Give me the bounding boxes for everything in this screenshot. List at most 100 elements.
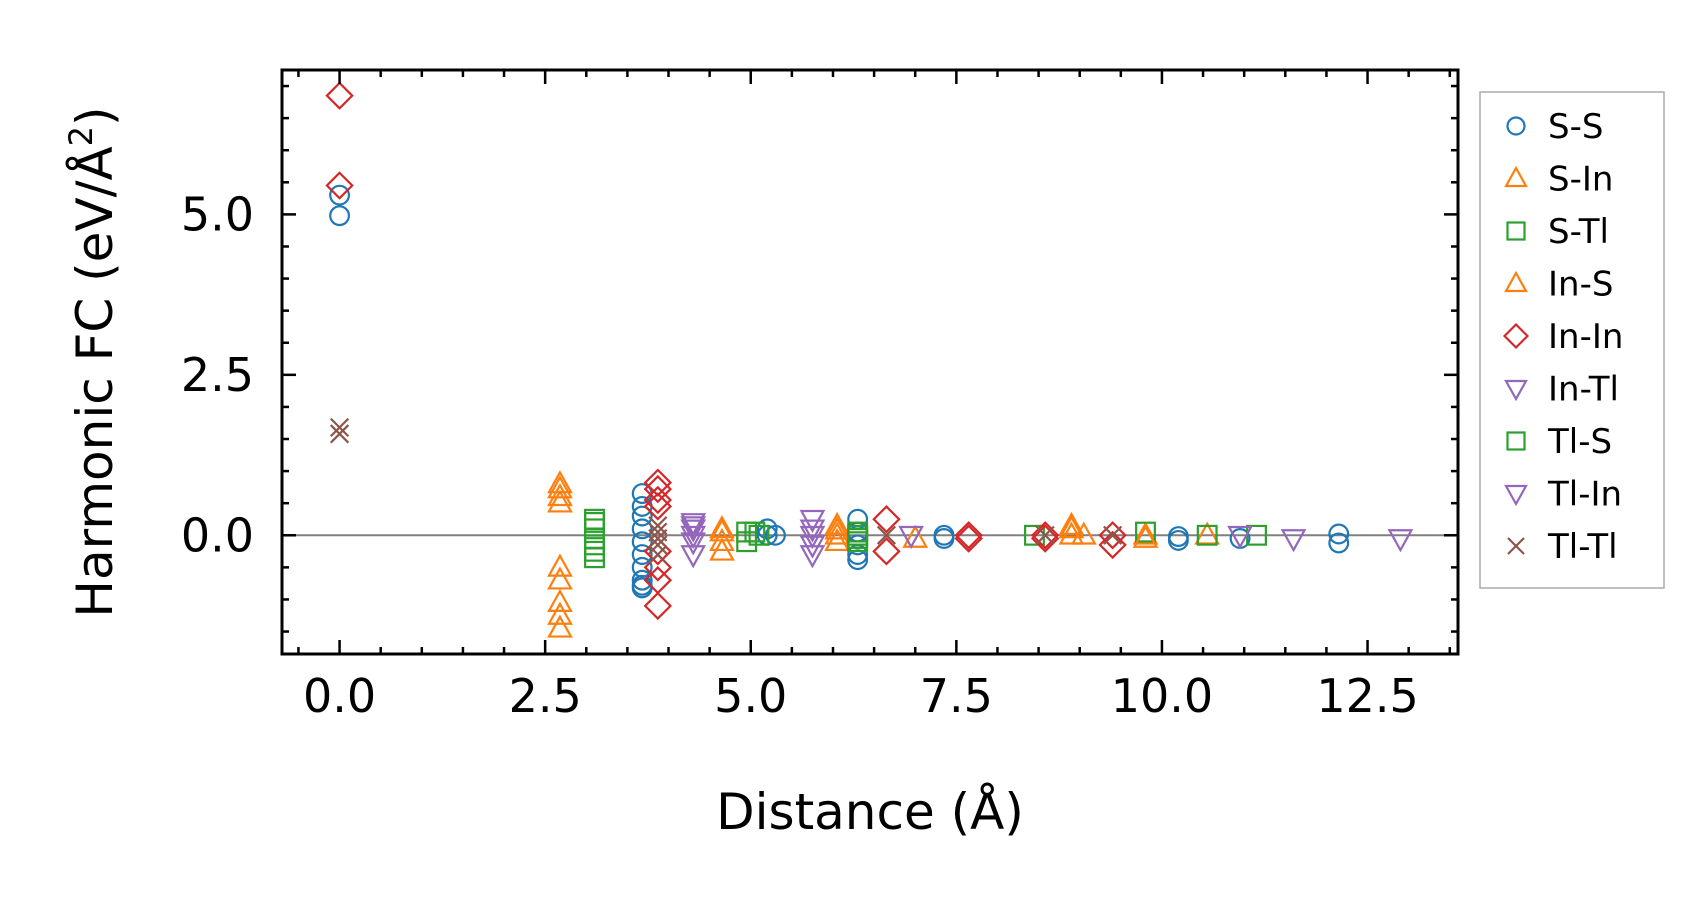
data-point-In-S bbox=[1058, 515, 1085, 539]
data-point-In-In bbox=[872, 537, 901, 566]
legend-item: Tl-In bbox=[1504, 475, 1622, 515]
data-point-S-In bbox=[547, 566, 573, 590]
data-point-In-S bbox=[547, 475, 573, 499]
data-point-In-Tl bbox=[680, 525, 707, 550]
series-Tl-In bbox=[680, 516, 1253, 550]
y-axis-title-superscript: 2 bbox=[62, 126, 100, 146]
data-point-S-S bbox=[933, 528, 955, 549]
data-point-In-In bbox=[643, 492, 673, 521]
data-point-S-In bbox=[547, 601, 573, 625]
x-tick-label: 7.5 bbox=[920, 669, 993, 723]
data-point-Tl-In bbox=[799, 519, 826, 543]
data-point-In-In bbox=[1098, 521, 1127, 550]
legend-frame bbox=[1479, 91, 1665, 589]
series-In-Tl bbox=[680, 509, 1414, 569]
data-point-S-In bbox=[824, 511, 850, 535]
legend-marker-Tl-Tl bbox=[1507, 537, 1525, 555]
data-point-Tl-S bbox=[584, 540, 605, 562]
data-point-In-S bbox=[1132, 524, 1159, 548]
data-point-Tl-Tl bbox=[648, 528, 668, 549]
data-point-Tl-Tl bbox=[1035, 525, 1055, 545]
data-point-Tl-S bbox=[584, 511, 605, 533]
data-point-In-In bbox=[643, 591, 673, 621]
data-point-In-In bbox=[325, 171, 354, 200]
data-point-S-In bbox=[1194, 521, 1221, 545]
ticks-layer bbox=[282, 70, 1458, 654]
data-point-Tl-Tl bbox=[648, 544, 668, 565]
data-point-S-Tl bbox=[584, 547, 605, 569]
legend-items: S-S S-In S-Tl In-S In-In In-Tl Tl-S Tl-In Tl-Tl bbox=[1502, 107, 1623, 567]
data-point-In-Tl bbox=[680, 532, 707, 556]
data-point-Tl-In bbox=[1227, 525, 1253, 550]
legend-item: In-In bbox=[1502, 317, 1623, 357]
data-point-S-In bbox=[1132, 521, 1159, 545]
data-point-S-In bbox=[709, 537, 735, 561]
data-point-Tl-In bbox=[680, 516, 707, 540]
legend-marker-In-In bbox=[1502, 322, 1530, 350]
data-point-In-In bbox=[643, 485, 673, 515]
data-point-Tl-S bbox=[847, 524, 869, 546]
data-point-S-In bbox=[902, 524, 929, 548]
legend-item: S-S bbox=[1506, 107, 1603, 147]
data-point-In-Tl bbox=[1387, 529, 1414, 553]
data-point-In-In bbox=[872, 505, 901, 534]
legend-marker-S-In bbox=[1504, 165, 1528, 188]
data-point-S-S bbox=[1328, 523, 1350, 545]
legend-label: S-S bbox=[1548, 107, 1603, 147]
series-Tl-Tl bbox=[329, 417, 1123, 565]
x-tick-label: 2.5 bbox=[509, 669, 582, 723]
x-tick-label: 0.0 bbox=[303, 669, 376, 723]
data-point-S-In bbox=[1070, 521, 1097, 545]
data-point-S-Tl bbox=[1196, 524, 1218, 546]
data-point-S-In bbox=[824, 527, 850, 552]
x-axis-title: Distance (Å) bbox=[716, 783, 1024, 841]
legend-label: S-Tl bbox=[1548, 212, 1609, 252]
data-point-Tl-Tl bbox=[648, 535, 668, 555]
tick-labels-layer: 0.0 2.5 5.0 7.5 10.0 12.5 0.0 2.5 5.0 bbox=[181, 187, 1419, 723]
y-tick-label: 2.5 bbox=[181, 348, 254, 402]
legend-marker-S-Tl bbox=[1506, 221, 1526, 241]
data-point-S-S bbox=[631, 518, 653, 540]
series-Tl-S bbox=[584, 511, 869, 562]
data-point-In-Tl bbox=[680, 519, 707, 543]
y-axis-title-main: Harmonic FC (eV/Å bbox=[66, 146, 124, 617]
legend-marker-In-S bbox=[1504, 270, 1528, 293]
data-point-S-S bbox=[764, 524, 786, 546]
data-point-Tl-Tl bbox=[1103, 525, 1123, 545]
legend-item: Tl-S bbox=[1506, 422, 1612, 462]
y-tick-label: 0.0 bbox=[181, 508, 254, 562]
data-point-S-S bbox=[631, 569, 653, 591]
y-axis-title: Harmonic FC (eV/Å2) bbox=[62, 106, 124, 617]
legend-item: S-Tl bbox=[1506, 212, 1609, 252]
legend-label: S-In bbox=[1548, 160, 1613, 200]
x-tick-label: 10.0 bbox=[1111, 669, 1213, 723]
y-tick-label: 5.0 bbox=[181, 187, 254, 241]
data-point-S-In bbox=[547, 482, 573, 507]
legend-label: Tl-In bbox=[1547, 475, 1622, 515]
data-point-Tl-Tl bbox=[329, 424, 350, 444]
data-point-S-In bbox=[547, 588, 573, 613]
data-point-Tl-Tl bbox=[329, 417, 350, 438]
data-point-S-In bbox=[824, 521, 850, 545]
legend-item: Tl-Tl bbox=[1507, 527, 1618, 567]
plot-frame bbox=[280, 68, 1460, 656]
data-point-In-In bbox=[643, 474, 673, 504]
data-points-layer bbox=[325, 81, 1414, 638]
y-axis-title-close: ) bbox=[66, 106, 124, 126]
axes-layer bbox=[280, 68, 1460, 656]
legend-label: In-Tl bbox=[1548, 370, 1619, 410]
legend-marker-Tl-In bbox=[1504, 484, 1528, 507]
data-point-S-In bbox=[547, 553, 573, 577]
data-point-S-S bbox=[1328, 532, 1350, 554]
legend-marker-S-S bbox=[1506, 116, 1526, 136]
data-point-Tl-Tl bbox=[876, 525, 897, 545]
legend-label: Tl-Tl bbox=[1547, 527, 1618, 567]
legend-label: In-S bbox=[1548, 265, 1613, 305]
legend-marker-In-Tl bbox=[1504, 379, 1528, 402]
data-point-S-In bbox=[709, 515, 735, 539]
data-point-S-Tl bbox=[748, 524, 770, 546]
data-point-S-In bbox=[1058, 521, 1085, 545]
legend-item: S-In bbox=[1504, 160, 1613, 200]
legend-item: In-S bbox=[1504, 265, 1613, 305]
